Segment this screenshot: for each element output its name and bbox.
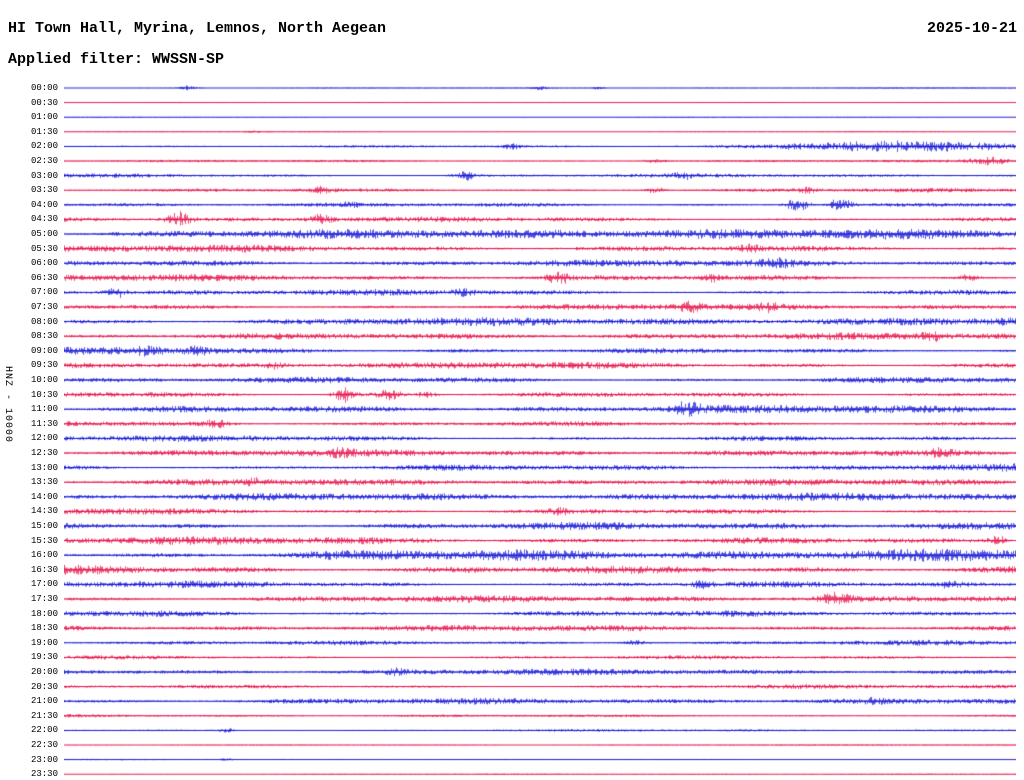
time-label: 18:00: [30, 608, 58, 619]
time-label: 16:00: [30, 550, 58, 561]
time-label: 10:00: [30, 375, 58, 385]
time-label: 12:00: [30, 433, 58, 444]
time-label: 17:30: [30, 594, 58, 604]
time-label: 00:00: [30, 83, 58, 93]
time-label: 05:00: [30, 229, 58, 239]
time-label: 11:30: [30, 418, 58, 429]
station-title: HI Town Hall, Myrina, Lemnos, North Aege…: [8, 20, 387, 37]
time-label: 02:30: [30, 156, 58, 166]
time-label: 23:00: [30, 754, 58, 765]
time-label: 19:30: [30, 652, 58, 663]
time-label: 22:30: [30, 740, 58, 750]
time-label: 12:30: [30, 448, 58, 458]
time-axis: 00:00 00:30 01:00 01:30 02:00 02:30 03:00 03:30…: [0, 0, 60, 780]
seismogram-canvas: [64, 80, 1016, 780]
y-axis-label: HNZ - 10000: [2, 366, 13, 444]
time-label: 11:00: [30, 404, 58, 415]
time-label: 09:30: [30, 360, 58, 371]
time-label: 20:00: [30, 667, 58, 677]
date-label: 2025-10-21: [926, 20, 1017, 37]
time-label: 01:30: [30, 126, 58, 137]
time-label: 16:30: [30, 564, 58, 575]
time-label: 18:30: [30, 623, 58, 634]
time-label: 13:30: [30, 477, 58, 488]
time-label: 07:00: [30, 287, 58, 298]
time-label: 09:00: [30, 345, 58, 356]
time-label: 19:00: [30, 637, 58, 648]
time-label: 13:00: [30, 462, 58, 473]
time-label: 00:30: [30, 97, 58, 108]
time-label: 23:30: [30, 769, 58, 780]
time-label: 15:30: [30, 535, 58, 546]
time-label: 08:00: [30, 316, 58, 327]
time-label: 20:30: [30, 681, 58, 692]
time-label: 01:00: [30, 112, 58, 123]
time-label: 15:00: [30, 521, 58, 531]
time-label: 10:30: [30, 389, 58, 400]
time-label: 22:00: [30, 725, 58, 736]
time-label: 17:00: [30, 579, 58, 590]
time-label: 21:00: [30, 696, 58, 707]
time-label: 04:30: [30, 214, 58, 225]
time-label: 14:00: [30, 491, 58, 502]
time-label: 08:30: [30, 331, 58, 342]
time-label: 07:30: [30, 302, 58, 312]
filter-label: Applied filter: WWSSN-SP: [8, 51, 225, 68]
time-label: 06:00: [30, 258, 58, 269]
time-label: 04:00: [30, 199, 58, 210]
time-label: 21:30: [30, 710, 58, 721]
time-label: 14:30: [30, 506, 58, 517]
time-label: 06:30: [30, 272, 58, 283]
time-label: 03:30: [30, 185, 58, 196]
time-label: 02:00: [30, 141, 58, 152]
time-label: 05:30: [30, 243, 58, 254]
time-label: 03:00: [30, 170, 58, 181]
